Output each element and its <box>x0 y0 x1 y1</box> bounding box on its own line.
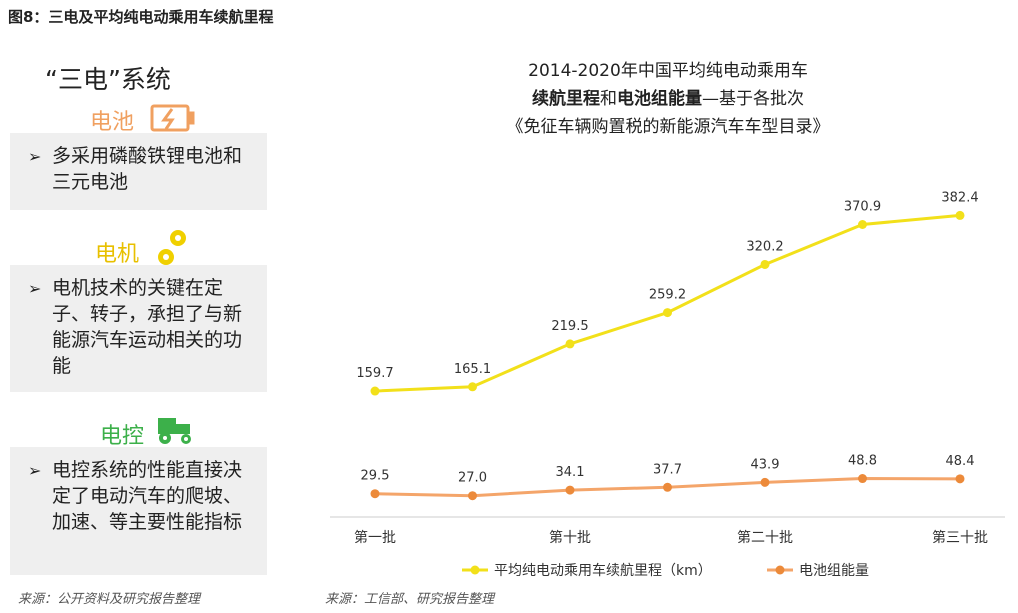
source-note: 来源：工信部、研究报告整理 <box>325 592 495 607</box>
panel-heading: “三电”系统 <box>45 65 171 94</box>
title-part: 电池组能量 <box>617 88 702 109</box>
legend-marker <box>775 565 785 575</box>
legend-label: 平均纯电动乘用车续航里程（km） <box>494 562 712 579</box>
section-text: 电控系统的性能直接决定了电动汽车的爬坡、加速、等主要性能指标 <box>52 459 243 533</box>
data-label: 48.4 <box>946 454 975 469</box>
point <box>468 491 477 501</box>
point <box>468 382 477 392</box>
data-label: 29.5 <box>361 469 390 484</box>
point <box>955 474 965 484</box>
x-tick-label: 第二十批 <box>737 529 793 546</box>
source-note: 来源：公开资料及研究报告整理 <box>18 592 201 607</box>
x-tick-label: 第一批 <box>354 529 396 546</box>
chart-title: 2014-2020年中国平均纯电动乘用车 <box>528 61 808 81</box>
bullet: ➢ <box>28 461 42 480</box>
point <box>663 308 672 318</box>
title-part: 和 <box>600 89 617 109</box>
data-label: 159.7 <box>356 366 393 381</box>
title-part: —基于各批次 <box>702 89 804 109</box>
bullet: ➢ <box>28 147 42 166</box>
data-label: 43.9 <box>751 457 780 472</box>
chart-title: 续航里程和电池组能量—基于各批次 <box>532 88 804 109</box>
point <box>370 386 380 396</box>
x-tick-label: 第三十批 <box>932 529 988 546</box>
section-name: 电池 <box>90 110 135 135</box>
point <box>858 219 867 229</box>
point <box>955 210 965 220</box>
section-name: 电控 <box>100 424 145 449</box>
point <box>370 489 380 499</box>
section-box: ➢ 电控系统的性能直接决定了电动汽车的爬坡、加速、等主要性能指标 <box>10 447 267 575</box>
data-label: 48.8 <box>848 454 877 469</box>
data-label: 259.2 <box>649 288 686 303</box>
section-box: ➢ 多采用磷酸铁锂电池和三元电池 <box>10 133 267 210</box>
section-text: 多采用磷酸铁锂电池和三元电池 <box>52 145 243 193</box>
data-label: 34.1 <box>556 465 585 480</box>
point <box>663 482 672 492</box>
bullet: ➢ <box>28 279 42 298</box>
point <box>858 474 867 484</box>
chart-title: 《免征车辆购置税的新能源汽车车型目录》 <box>507 117 830 137</box>
title-part: 续航里程 <box>532 88 600 109</box>
data-label: 320.2 <box>746 239 783 254</box>
point <box>565 339 575 349</box>
data-label: 382.4 <box>941 190 978 205</box>
section-name: 电机 <box>95 242 140 267</box>
section-text: 电机技术的关键在定子、转子，承担了与新能源汽车运动相关的功能 <box>52 277 243 377</box>
point <box>565 485 575 495</box>
data-label: 219.5 <box>551 319 588 334</box>
section-box: ➢ 电机技术的关键在定子、转子，承担了与新能源汽车运动相关的功能 <box>10 265 267 392</box>
point <box>760 477 770 487</box>
figure-title: 图8：三电及平均纯电动乘用车续航里程 <box>8 8 274 26</box>
data-label: 165.1 <box>454 362 491 377</box>
legend-label: 电池组能量 <box>799 563 869 579</box>
data-label: 37.7 <box>653 462 682 477</box>
x-tick-label: 第十批 <box>549 529 591 546</box>
data-label: 370.9 <box>844 199 881 214</box>
data-label: 27.0 <box>458 471 487 486</box>
point <box>760 259 770 269</box>
legend-marker <box>470 565 480 575</box>
